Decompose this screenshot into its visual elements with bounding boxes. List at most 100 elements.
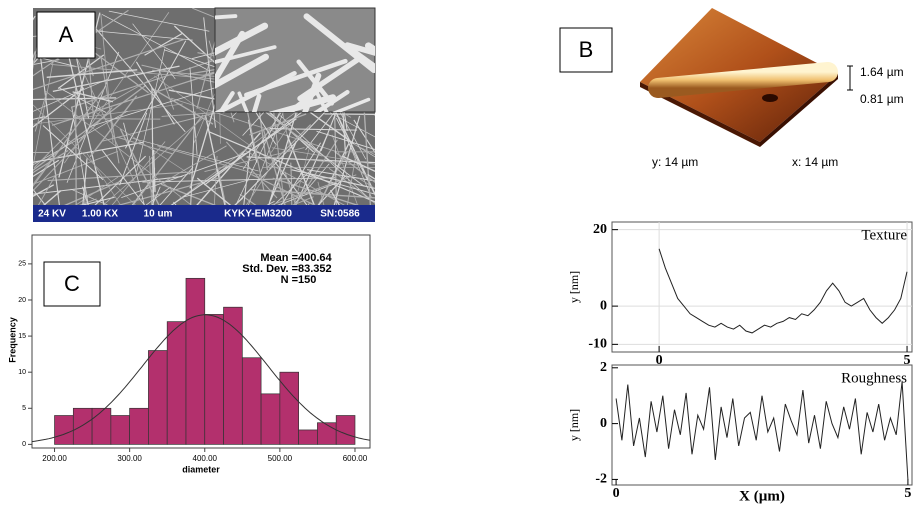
fiber — [269, 128, 358, 131]
fiber — [159, 166, 194, 205]
fiber — [269, 189, 375, 199]
z-label: 1.64 µm — [860, 65, 904, 79]
fiber — [293, 163, 330, 205]
inset-fiber — [303, 13, 375, 74]
x-size: x: 14 µm — [792, 155, 838, 169]
fiber — [136, 48, 166, 172]
fiber — [100, 13, 114, 143]
bar — [148, 350, 168, 445]
panel-label: A — [59, 22, 74, 47]
bar — [335, 415, 356, 445]
fiber — [196, 177, 232, 205]
afm-image: B 1.64 µm 0.81 µm y: 14 µm x: 14 µm — [559, 8, 904, 169]
fiber — [119, 112, 148, 186]
fiber — [46, 69, 138, 79]
fiber — [150, 87, 214, 125]
fiber — [324, 113, 375, 115]
fiber — [295, 132, 329, 205]
fiber — [317, 175, 346, 205]
x-tick-label: 0 — [656, 353, 663, 368]
fiber — [36, 56, 76, 67]
fiber — [33, 150, 119, 185]
fiber — [37, 117, 161, 120]
inset-fiber — [344, 42, 375, 56]
fiber — [33, 61, 54, 168]
line-series — [615, 381, 909, 480]
fiber — [157, 145, 260, 176]
fiber — [372, 22, 375, 32]
fiber — [63, 12, 170, 164]
fiber — [73, 51, 136, 184]
fiber — [204, 147, 305, 172]
y-tick-label: 20 — [593, 222, 607, 237]
footer-text: 24 KV — [38, 209, 66, 220]
fiber — [262, 129, 286, 205]
fiber — [272, 177, 360, 205]
fiber — [280, 142, 322, 205]
fiber — [367, 173, 375, 180]
bar — [91, 407, 112, 445]
fiber — [33, 38, 186, 90]
fiber — [217, 169, 227, 205]
fiber — [334, 151, 375, 184]
fiber — [286, 134, 315, 205]
fiber — [44, 90, 192, 205]
fiber — [74, 47, 90, 119]
panel-label-box — [43, 261, 101, 307]
fiber — [291, 169, 375, 189]
bar — [110, 415, 130, 445]
fiber — [209, 131, 375, 203]
fiber — [74, 86, 77, 205]
bar — [54, 415, 74, 445]
fiber — [43, 190, 62, 205]
y-tick-label: 10 — [18, 369, 26, 376]
fiber — [213, 155, 218, 205]
fiber — [135, 61, 175, 125]
fiber — [368, 47, 375, 49]
inset-fiber — [215, 22, 269, 56]
fiber — [86, 153, 121, 205]
stat-value: 150 — [298, 274, 316, 286]
bar — [204, 314, 224, 445]
inset-fiber — [215, 45, 277, 64]
fiber — [33, 88, 105, 188]
fiber — [108, 10, 210, 32]
x-axis-label: diameter — [182, 464, 220, 474]
inset-fiber — [332, 97, 371, 112]
x-tick-label: 600.00 — [343, 454, 368, 463]
annotation: Texture — [861, 227, 907, 243]
fiber — [102, 117, 204, 205]
fiber — [342, 155, 375, 172]
fiber — [368, 47, 375, 56]
fiber — [358, 15, 375, 24]
fiber — [291, 196, 314, 205]
fiber — [243, 148, 251, 205]
panel-label: C — [64, 271, 80, 296]
fiber — [305, 159, 363, 166]
panel-label: B — [579, 37, 594, 62]
x-axis-label: X (µm) — [739, 488, 785, 504]
fiber — [270, 174, 357, 205]
fiber — [33, 104, 136, 205]
fiber — [33, 79, 108, 112]
fiber — [47, 171, 192, 182]
panel-label-box — [36, 11, 96, 59]
fiber — [80, 196, 115, 205]
y-tick-label: 0 — [600, 416, 607, 431]
panel-label-box — [559, 27, 613, 73]
fiber — [116, 136, 174, 155]
afm-defect — [762, 94, 778, 102]
fiber — [331, 134, 358, 205]
plot-area — [611, 364, 913, 486]
fiber — [329, 112, 375, 138]
fiber — [111, 141, 166, 205]
fiber — [317, 181, 325, 205]
inset-fiber — [268, 94, 337, 112]
fiber — [84, 190, 86, 205]
fiber — [239, 193, 257, 205]
fiber — [33, 149, 69, 174]
fiber — [90, 23, 186, 133]
fiber — [149, 155, 153, 205]
fiber — [204, 114, 226, 205]
